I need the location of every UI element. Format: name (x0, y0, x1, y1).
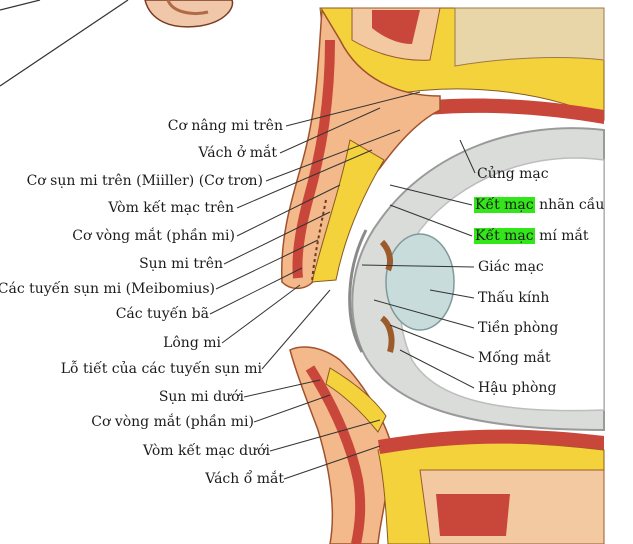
label-thau-kinh: Thấu kính (478, 290, 550, 306)
label-vom-ket-mac-duoi: Vòm kết mạc dưới (143, 443, 270, 459)
label-long-mi: Lông mi (163, 335, 221, 351)
highlight-ket-mac-2: Kết mạc (474, 228, 535, 244)
finger-sketch (0, 0, 234, 87)
lower-orbit (377, 429, 605, 544)
label-sun-mi-tren: Sụn mi trên (139, 256, 223, 272)
label-co-vong-mat-duoi: Cơ vòng mắt (phần mi) (91, 414, 254, 430)
label-ket-mac-mi-mat: Kết mạc mí mắt (474, 228, 589, 244)
label-co-vong-mat-tren: Cơ vòng mắt (phần mi) (72, 228, 235, 244)
label-ket-mac-nhan-cau: Kết mạc nhãn cầu (474, 197, 604, 213)
label-cac-tuyen-ba: Các tuyến bã (115, 306, 209, 322)
label-cung-mac: Củng mạc (477, 166, 549, 182)
label-vach-o-mat-duoi: Vách ổ mắt (205, 471, 284, 487)
label-lo-tiet: Lỗ tiết của các tuyến sụn mi (60, 361, 262, 377)
eyeball (348, 127, 605, 432)
label-nhan-cau-suffix: nhãn cầu (534, 197, 605, 213)
label-mong-mat: Mống mắt (478, 350, 551, 366)
lower-eyelid (289, 346, 391, 544)
label-co-sun-mi-tren: Cơ sụn mi trên (Miiller) (Cơ trơn) (26, 173, 263, 189)
label-mi-mat-suffix: mí mắt (534, 228, 589, 244)
label-tien-phong: Tiền phòng (478, 320, 559, 336)
label-co-nang-mi-tren: Cơ nâng mi trên (167, 118, 283, 134)
label-hau-phong: Hậu phòng (478, 380, 557, 396)
label-vom-ket-mac-tren: Vòm kết mạc trên (108, 200, 234, 216)
leader-lines (209, 91, 476, 480)
highlight-ket-mac-1: Kết mạc (474, 197, 535, 213)
upper-orbit (319, 7, 605, 134)
label-vach-o-mat: Vách ở mắt (198, 145, 277, 161)
label-giac-mac: Giác mạc (478, 259, 544, 275)
label-cac-tuyen-sun-mi: Các tuyến sụn mi (Meibomius) (0, 281, 215, 297)
label-sun-mi-duoi: Sụn mi dưới (158, 389, 244, 405)
upper-eyelid (280, 7, 441, 290)
